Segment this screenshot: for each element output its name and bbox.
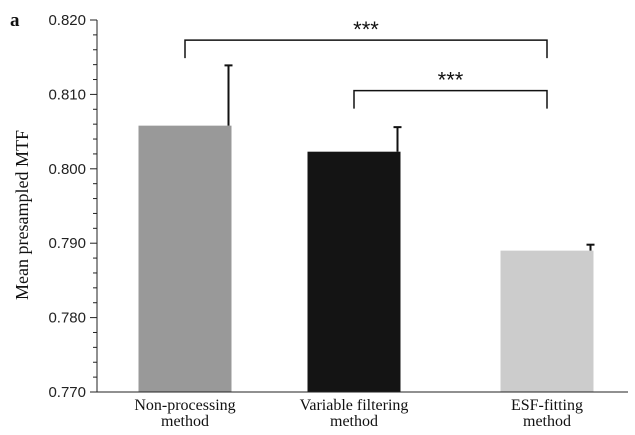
significance-bracket <box>184 39 548 59</box>
significance-brackets: *** *** <box>184 17 548 109</box>
bar <box>307 151 401 392</box>
y-tick-label: 0.790 <box>48 235 86 252</box>
significance-label: *** <box>353 17 379 42</box>
y-tick-label: 0.770 <box>48 384 86 401</box>
category-label: Variable filtering method <box>300 397 409 430</box>
bar <box>500 250 594 392</box>
y-tick-label: 0.820 <box>48 12 86 29</box>
significance-label: *** <box>438 68 464 93</box>
bars <box>138 125 594 392</box>
y-tick-label: 0.810 <box>48 86 86 103</box>
bar <box>138 125 232 392</box>
category-label-line: method <box>523 413 571 430</box>
y-axis-title: Mean presampled MTF <box>12 130 32 300</box>
y-tick-label: 0.800 <box>48 161 86 178</box>
category-label-line: ESF-fitting <box>511 397 583 414</box>
category-label: Non-processing method <box>134 397 235 430</box>
axes <box>96 20 628 393</box>
error-bars <box>224 64 595 251</box>
significance-bracket <box>353 89 548 109</box>
y-tick-label: 0.780 <box>48 310 86 327</box>
category-label-line: Variable filtering <box>300 397 409 414</box>
category-label-line: Non-processing <box>134 397 235 414</box>
category-label-line: method <box>161 413 209 430</box>
category-label-line: method <box>330 413 378 430</box>
category-label: ESF-fitting method <box>511 397 583 430</box>
y-axis-ticks: 0.770 0.780 0.790 0.800 0.810 0.820 <box>48 12 97 401</box>
panel-label: a <box>10 10 20 31</box>
